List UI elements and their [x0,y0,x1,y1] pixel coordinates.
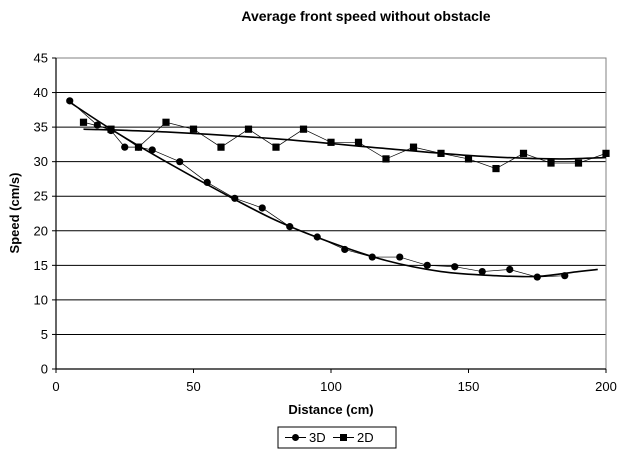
y-tick-label: 15 [34,258,48,273]
y-tick-label: 20 [34,223,48,238]
data-point-2d [409,143,418,151]
gridlines [56,57,606,335]
data-point-3d [506,265,514,274]
x-tick-label: 100 [320,379,342,394]
axis-ticks: 0 5 10 15 20 25 30 35 40 45 0 50 100 150 200 [34,51,617,395]
data-point-3d [341,245,349,254]
legend-marker-2d [340,434,347,441]
series-line-2d [83,121,607,169]
trendlines [69,101,607,278]
series-3d [66,97,569,281]
data-point-3d [561,272,569,280]
data-point-3d [93,121,101,129]
data-point-3d [203,178,211,186]
x-tick-label: 150 [458,379,480,394]
legend-marker-3d [292,434,299,441]
series-2d [79,118,610,173]
y-axis-title: Speed (cm/s) [7,173,22,254]
x-tick-label: 0 [52,379,59,394]
data-point-3d [148,146,156,154]
data-series [66,97,610,281]
data-point-2d [79,118,88,126]
data-point-2d [217,143,225,151]
data-point-2d [244,125,253,133]
x-tick-label: 50 [186,379,200,394]
data-point-3d [176,158,184,166]
data-point-2d [189,125,198,133]
data-point-2d [272,143,280,151]
data-point-3d [451,263,459,271]
legend: 3D 2D [277,426,397,449]
y-tick-label: 5 [41,327,48,342]
data-point-3d [478,267,486,276]
data-point-3d [313,233,321,241]
data-point-2d [327,138,335,146]
data-point-2d [107,125,115,133]
y-tick-label: 40 [34,85,48,100]
trendline-3d [69,101,598,278]
data-point-2d [354,138,363,146]
data-point-2d [602,149,610,157]
data-point-2d [299,125,308,133]
data-point-2d [547,159,555,167]
y-tick-label: 25 [34,189,48,204]
data-point-2d [437,149,445,157]
data-point-3d [258,204,266,212]
trendline-2d [83,128,607,160]
data-point-2d [492,164,500,173]
y-tick-label: 30 [34,154,48,169]
y-tick-label: 35 [34,120,48,135]
data-point-3d [66,97,74,105]
data-point-2d [574,159,583,167]
x-tick-label: 200 [595,379,617,394]
data-point-3d [533,273,541,281]
data-point-3d [231,194,239,202]
data-point-3d [423,261,431,269]
data-point-2d [162,118,170,126]
data-point-3d [121,143,129,151]
data-point-3d [368,253,376,261]
plot-area [55,57,607,370]
legend-label-2d: 2D [357,430,374,445]
y-tick-label: 45 [34,51,48,66]
data-point-2d [382,155,390,163]
x-axis-title: Distance (cm) [288,402,373,417]
legend-label-3d: 3D [309,430,326,445]
y-tick-label: 0 [41,362,48,377]
data-point-2d [519,149,528,157]
data-point-3d [396,253,404,261]
data-point-3d [286,223,294,231]
data-point-2d [464,155,473,163]
data-point-2d [134,143,143,151]
y-tick-label: 10 [34,292,48,307]
chart-title: Average front speed without obstacle [241,8,490,24]
